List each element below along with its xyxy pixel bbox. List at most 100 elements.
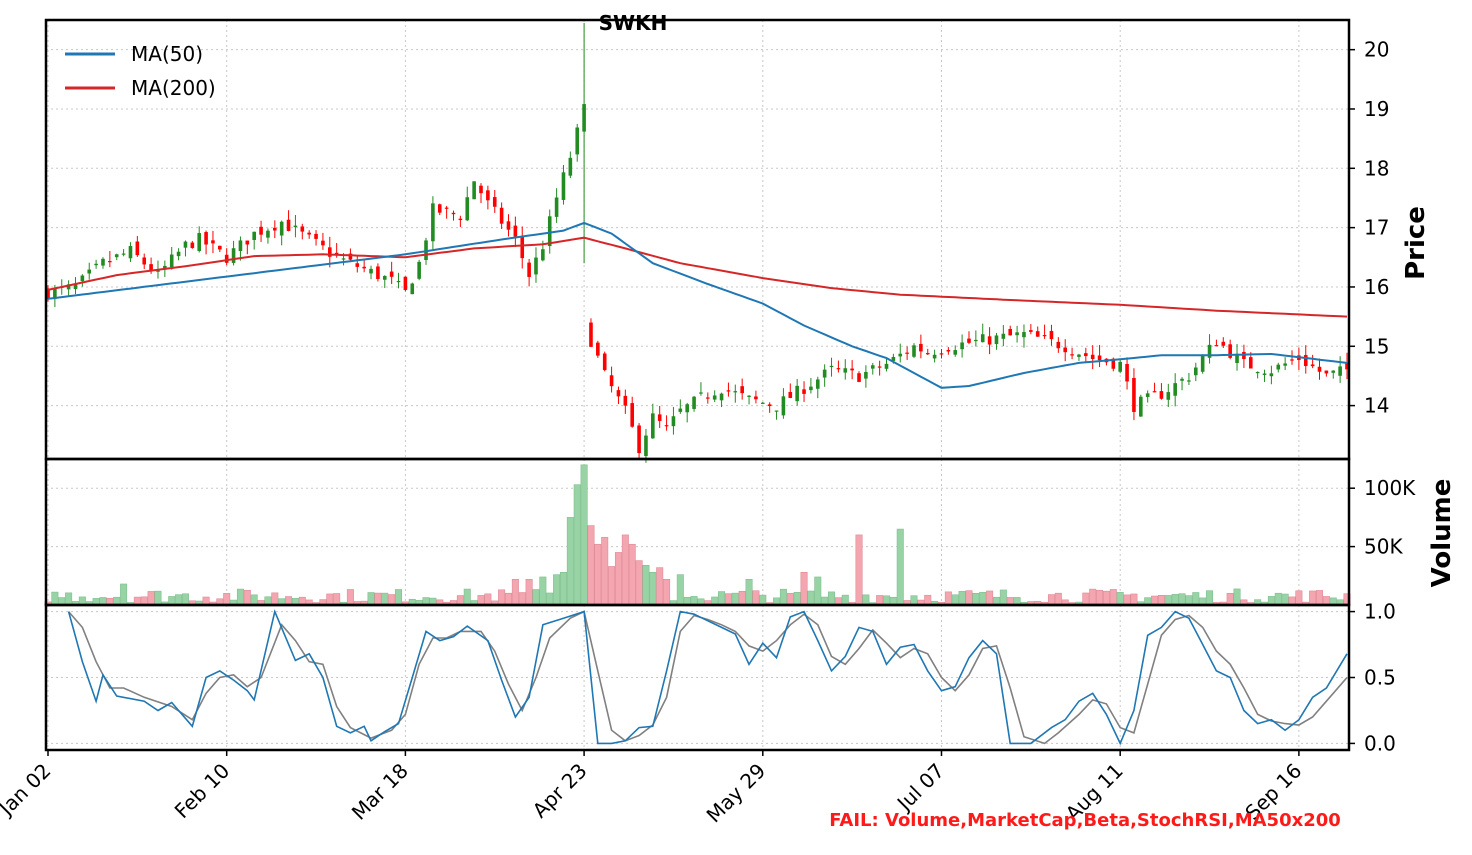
candle-body	[877, 366, 882, 368]
volume-bar	[346, 589, 354, 606]
volume-bar	[1295, 590, 1303, 606]
volume-bar	[608, 566, 616, 606]
candle-body	[706, 397, 710, 399]
volume-bar	[999, 589, 1007, 606]
candle-body	[1187, 380, 1191, 382]
volume-bar	[154, 590, 162, 606]
candle-body	[149, 264, 153, 272]
candle-body	[286, 219, 291, 231]
volume-bar	[51, 591, 59, 606]
candle-body	[341, 258, 346, 260]
volume-bar	[271, 592, 279, 606]
candle-body	[376, 266, 380, 279]
candle-body	[163, 265, 167, 270]
volume-bar	[546, 592, 554, 606]
volume-bar	[374, 592, 382, 606]
volume-bar	[656, 567, 664, 606]
candle-body	[1097, 355, 1102, 361]
volume-bar	[841, 594, 849, 606]
volume-bar	[463, 588, 471, 606]
candle-body	[396, 280, 401, 283]
volume-bar	[731, 592, 739, 606]
volume-bar	[587, 525, 595, 606]
price-axis-label: Price	[1401, 206, 1431, 280]
candle-body	[891, 356, 896, 361]
candle-body	[554, 197, 559, 217]
candle-body	[836, 368, 841, 370]
candle-body	[1084, 353, 1088, 357]
chart-title: SWKH	[599, 11, 668, 35]
candle-body	[870, 365, 875, 369]
candle-body	[1139, 396, 1143, 417]
candle-body	[967, 338, 971, 343]
candle-body	[128, 246, 133, 259]
candle-body	[692, 396, 696, 409]
candle-body	[561, 172, 566, 200]
volume-bar	[181, 593, 189, 606]
candle-body	[1324, 370, 1329, 374]
candle-body	[135, 241, 140, 256]
x-tick-label: May 29	[702, 759, 771, 828]
candle-body	[1145, 393, 1150, 397]
candle-body	[506, 221, 511, 230]
candle-body	[218, 245, 222, 250]
volume-bar	[814, 576, 822, 606]
candle-body	[382, 275, 387, 280]
volume-bar	[1309, 590, 1317, 606]
candle-body	[1077, 354, 1081, 357]
candle-body	[176, 251, 181, 257]
candle-body	[238, 240, 243, 252]
candle-body	[1118, 361, 1122, 372]
volume-bar	[979, 591, 987, 606]
volume-axis-label: Volume	[1427, 479, 1457, 588]
volume-bar	[972, 592, 980, 606]
volume-bar	[594, 543, 602, 606]
candle-body	[774, 410, 779, 412]
volume-bar	[1233, 588, 1241, 606]
volume-bar	[1267, 596, 1275, 606]
panel-frames	[44, 18, 1351, 752]
volume-bar	[779, 588, 787, 606]
ma50-line	[47, 221, 1348, 389]
volume-bar	[786, 593, 794, 606]
volume-bar	[484, 593, 492, 606]
candle-body	[1235, 353, 1239, 363]
candle-body	[1345, 362, 1349, 370]
candle-body	[1221, 341, 1226, 346]
volume-bar	[326, 593, 334, 606]
candle-body	[1255, 371, 1260, 374]
candle-body	[1310, 364, 1315, 367]
volume-bar	[738, 590, 746, 606]
candle-body	[740, 386, 744, 394]
candle-body	[114, 254, 119, 258]
price-tick-label: 18	[1364, 156, 1389, 180]
candle-body	[266, 230, 270, 238]
candle-body	[472, 181, 476, 200]
volume-bar	[1226, 593, 1234, 606]
candle-body	[802, 389, 806, 394]
grid-lines	[46, 20, 1349, 750]
volume-bar	[862, 594, 870, 606]
candle-body	[795, 385, 799, 402]
volume-bar	[690, 596, 698, 606]
candle-body	[575, 127, 580, 155]
candle-body	[788, 391, 793, 398]
volume-bar	[1192, 592, 1200, 606]
volume-bar	[504, 592, 512, 606]
candle-body	[678, 408, 683, 412]
fail-footer-note: FAIL: Volume,MarketCap,Beta,StochRSI,MA5…	[829, 810, 1341, 831]
candle-body	[671, 416, 676, 427]
candle-body	[1214, 345, 1219, 347]
candle-body	[479, 185, 483, 194]
volume-bar	[965, 590, 973, 606]
candle-body	[664, 425, 669, 427]
volume-bar	[1102, 590, 1110, 606]
candle-body	[197, 233, 202, 251]
volume-bar	[828, 591, 836, 606]
candle-body	[1063, 347, 1068, 353]
candle-body	[527, 262, 531, 277]
candle-body	[417, 261, 421, 279]
candle-body	[760, 402, 765, 404]
candle-body	[1290, 359, 1294, 361]
